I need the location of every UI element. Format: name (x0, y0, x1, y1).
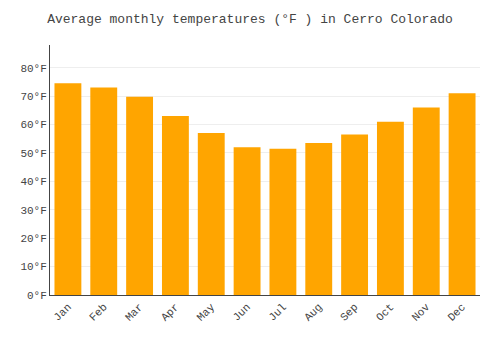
svg-text:Feb: Feb (87, 301, 109, 323)
svg-text:70°F: 70°F (20, 91, 46, 103)
svg-text:Average monthly temperatures (: Average monthly temperatures (°F ) in Ce… (47, 12, 453, 27)
svg-text:40°F: 40°F (20, 176, 46, 188)
svg-text:Oct: Oct (374, 301, 396, 323)
svg-text:Apr: Apr (159, 301, 181, 323)
svg-text:Jun: Jun (231, 301, 253, 323)
svg-text:10°F: 10°F (20, 261, 46, 273)
svg-text:50°F: 50°F (20, 148, 46, 160)
svg-text:60°F: 60°F (20, 119, 46, 131)
svg-text:May: May (195, 301, 218, 324)
svg-text:Dec: Dec (446, 301, 468, 323)
svg-text:Nov: Nov (410, 301, 433, 324)
svg-text:Jul: Jul (266, 301, 288, 323)
svg-text:20°F: 20°F (20, 233, 46, 245)
svg-text:0°F: 0°F (27, 290, 47, 302)
svg-text:Mar: Mar (123, 301, 145, 323)
svg-text:Jan: Jan (51, 301, 73, 323)
svg-text:Sep: Sep (338, 301, 360, 323)
svg-text:Aug: Aug (302, 301, 324, 323)
svg-text:80°F: 80°F (20, 63, 46, 75)
svg-text:30°F: 30°F (20, 205, 46, 217)
